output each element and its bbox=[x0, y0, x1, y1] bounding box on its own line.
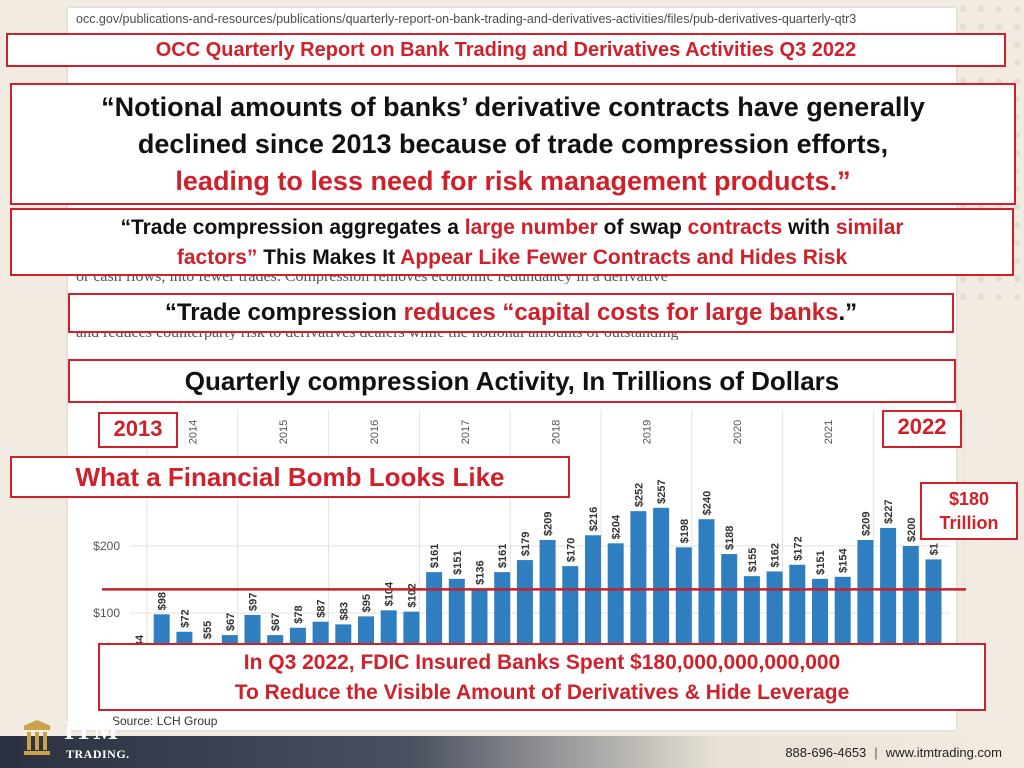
quote-text: This Makes It bbox=[257, 246, 401, 269]
fdic-spend-line1: In Q3 2022, FDIC Insured Banks Spent $18… bbox=[243, 651, 841, 674]
footer-bar bbox=[0, 736, 1024, 768]
quote-highlight: Appear Like Fewer Contracts and Hides Ri… bbox=[400, 246, 848, 269]
chart-year-labels: 2014 2015 2016 2017 2018 2019 2020 2021 bbox=[187, 420, 835, 444]
quote-highlight: large number bbox=[464, 216, 598, 239]
chart-value-label: $204 bbox=[611, 514, 623, 539]
quote-text: .” bbox=[838, 299, 858, 326]
chart-value-label: $188 bbox=[724, 526, 736, 550]
quote-text: with bbox=[782, 216, 836, 239]
chart-value-label: $172 bbox=[792, 536, 804, 560]
start-year-badge: 2013 bbox=[98, 412, 178, 448]
chart-value-label: $240 bbox=[702, 491, 714, 515]
capital-costs-quote-callout: “Trade compression reduces “capital cost… bbox=[68, 293, 954, 333]
chart-year-label: 2020 bbox=[732, 420, 744, 444]
financial-bomb-callout: What a Financial Bomb Looks Like bbox=[10, 456, 570, 498]
chart-year-label: 2019 bbox=[641, 420, 653, 444]
chart-value-label: $83 bbox=[338, 602, 350, 620]
quote-line: declined since 2013 because of trade com… bbox=[137, 129, 889, 159]
chart-value-label: $252 bbox=[633, 483, 645, 507]
chart-year-label: 2015 bbox=[278, 420, 290, 444]
phone-number[interactable]: 888-696-4653 bbox=[785, 745, 867, 760]
chart-value-label: $97 bbox=[248, 593, 260, 611]
chart-value-label: $162 bbox=[770, 543, 782, 567]
chart-value-label: $98 bbox=[157, 592, 169, 610]
notional-quote-callout: “Notional amounts of banks’ derivative c… bbox=[10, 83, 1016, 205]
chart-value-label: $154 bbox=[838, 547, 850, 572]
chart-value-label: $104 bbox=[384, 581, 396, 606]
chart-value-label: $151 bbox=[452, 550, 464, 574]
chart-bar bbox=[630, 511, 647, 680]
level-unit: Trillion bbox=[939, 513, 999, 533]
quote-highlight: reduces “capital costs for large banks bbox=[403, 299, 839, 326]
quote2-line1: “Trade compression aggregates a large nu… bbox=[12, 213, 1012, 243]
quote-line-highlight: leading to less need for risk management… bbox=[175, 166, 851, 196]
chart-bar bbox=[880, 527, 897, 680]
logo-sub-text: TRADING. bbox=[66, 747, 130, 761]
document-url[interactable]: occ.gov/publications-and-resources/publi… bbox=[76, 12, 857, 26]
website-link[interactable]: www.itmtrading.com bbox=[885, 745, 1002, 760]
chart-y-ticks: $100 $200 bbox=[93, 539, 120, 620]
end-year-badge: 2022 bbox=[882, 410, 962, 448]
chart-value-label: $1 bbox=[929, 543, 941, 555]
chart-y-tick-label: $100 bbox=[93, 606, 120, 620]
fdic-spend-line2: To Reduce the Visible Amount of Derivati… bbox=[234, 681, 850, 704]
chart-value-label: $155 bbox=[747, 548, 759, 572]
contact-info: 888-696-4653 | www.itmtrading.com bbox=[785, 745, 1002, 760]
chart-year-label: 2018 bbox=[551, 420, 563, 444]
level-amount: $180 bbox=[948, 489, 990, 509]
chart-title-callout: Quarterly compression Activity, In Trill… bbox=[68, 359, 956, 403]
chart-value-label: $227 bbox=[883, 499, 895, 523]
chart-value-label: $216 bbox=[588, 507, 600, 531]
quote-highlight: similar bbox=[835, 216, 904, 239]
chart-value-label: $209 bbox=[543, 511, 555, 535]
chart-year-label: 2016 bbox=[369, 420, 381, 444]
chart-value-label: $257 bbox=[656, 479, 668, 503]
chart-year-label: 2014 bbox=[187, 420, 199, 444]
chart-value-label: $179 bbox=[520, 532, 532, 556]
quote-line: “Notional amounts of banks’ derivative c… bbox=[101, 92, 925, 122]
chart-source: Source: LCH Group bbox=[112, 714, 218, 728]
quote-text: of swap bbox=[597, 216, 688, 239]
chart-value-label: $102 bbox=[406, 583, 418, 607]
quote2-line2: factors” This Makes It Appear Like Fewer… bbox=[12, 243, 1012, 273]
fdic-spend-callout: In Q3 2022, FDIC Insured Banks Spent $18… bbox=[98, 643, 986, 711]
chart-value-label: $55 bbox=[202, 621, 214, 639]
chart-value-label: $161 bbox=[429, 544, 441, 568]
level-callout: $180 Trillion bbox=[920, 482, 1018, 540]
chart-year-label: 2021 bbox=[823, 420, 835, 444]
chart-bar bbox=[653, 507, 670, 680]
chart-value-label: $161 bbox=[497, 544, 509, 568]
chart-value-label: $95 bbox=[361, 594, 373, 612]
pillar-icon bbox=[23, 720, 51, 755]
chart-value-labels: $34$98$72$55$67$97$67$78$87$83$95$104$10… bbox=[134, 479, 941, 653]
chart-value-label: $78 bbox=[293, 605, 305, 623]
trade-compression-quote-callout: “Trade compression aggregates a large nu… bbox=[10, 208, 1014, 276]
report-title: OCC Quarterly Report on Bank Trading and… bbox=[155, 39, 857, 61]
chart-value-label: $170 bbox=[565, 538, 577, 562]
quote-highlight: contracts bbox=[687, 216, 783, 239]
chart-value-label: $200 bbox=[906, 518, 918, 542]
logo-main-text: ITM bbox=[64, 716, 119, 745]
chart-value-label: $87 bbox=[316, 599, 328, 617]
chart-value-label: $72 bbox=[179, 609, 191, 627]
chart-value-label: $209 bbox=[860, 511, 872, 535]
report-title-callout: OCC Quarterly Report on Bank Trading and… bbox=[6, 33, 1006, 67]
chart-value-label: $198 bbox=[679, 519, 691, 543]
quote-text: “Trade compression bbox=[164, 299, 404, 326]
chart-value-label: $67 bbox=[225, 613, 237, 631]
quote-text: “Trade compression aggregates a bbox=[120, 216, 465, 239]
chart-value-label: $67 bbox=[270, 613, 282, 631]
contact-separator: | bbox=[874, 745, 878, 760]
itm-trading-logo[interactable]: ITM TRADING. bbox=[12, 716, 142, 766]
financial-bomb-text: What a Financial Bomb Looks Like bbox=[75, 462, 505, 492]
quote-highlight: factors” bbox=[176, 246, 258, 269]
chart-value-label: $151 bbox=[815, 550, 827, 574]
chart-y-tick-label: $200 bbox=[93, 539, 120, 553]
chart-bar bbox=[698, 519, 715, 680]
chart-year-label: 2017 bbox=[460, 420, 472, 444]
chart-title: Quarterly compression Activity, In Trill… bbox=[184, 366, 840, 396]
chart-value-label: $136 bbox=[475, 560, 487, 584]
